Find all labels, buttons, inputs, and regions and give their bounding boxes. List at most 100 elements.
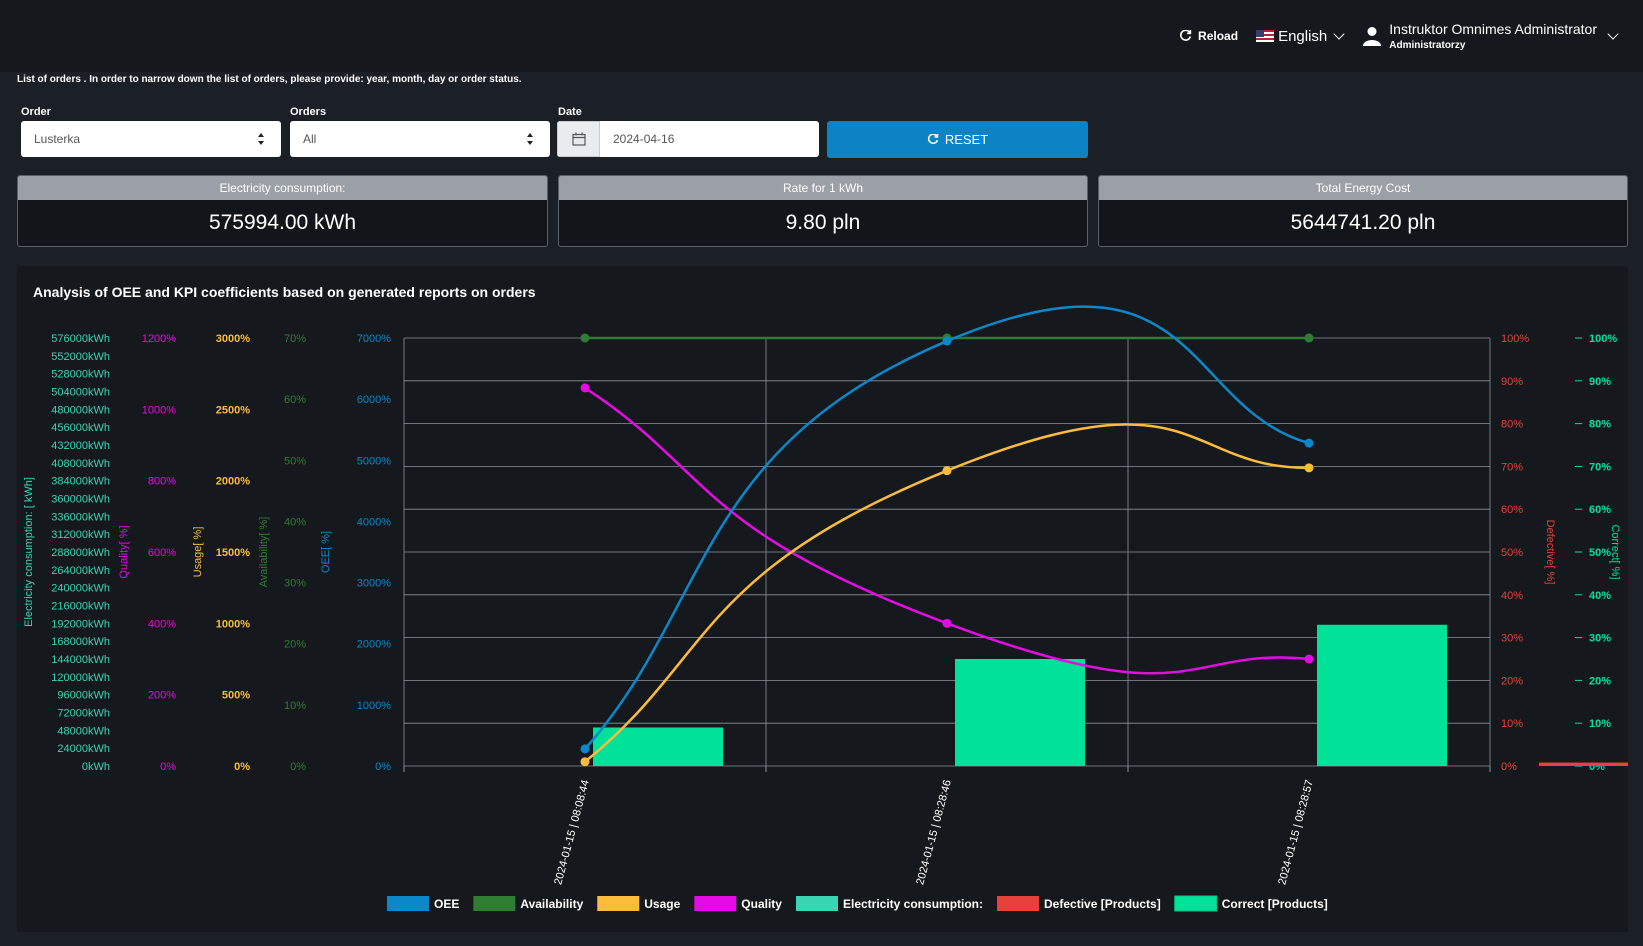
y-tick-label: 30% <box>1589 633 1611 645</box>
legend-label: Defective [Products] <box>1044 897 1161 911</box>
y-tick-label: 408000kWh <box>51 458 110 470</box>
y-tick-label: 1500% <box>216 547 250 559</box>
chevron-down-icon <box>1333 28 1345 40</box>
oee-kpi-chart: 0kWh 24000kWh 48000kWh 72000kWh 96000kWh 1200… <box>23 305 1628 912</box>
correct-bar <box>1317 624 1447 766</box>
y-tick-label: 144000kWh <box>51 654 110 666</box>
y-tick-label: 384000kWh <box>51 476 110 488</box>
y-tick-label: 528000kWh <box>51 369 110 381</box>
y-tick-label: 500% <box>222 690 250 702</box>
chart-panel: Analysis of OEE and KPI coefficients bas… <box>17 266 1628 932</box>
y-tick-label: 20% <box>1501 675 1523 687</box>
y-tick-label: 168000kWh <box>51 636 110 648</box>
y-tick-label: 5000% <box>357 455 391 467</box>
user-role: Administratorzy <box>1389 40 1466 51</box>
kpi-card-electricity: Electricity consumption: 575994.00 kWh <box>17 175 548 247</box>
y-axis-title: Quality[ %] <box>118 525 130 578</box>
orders-label: Orders <box>290 106 327 118</box>
kpi-title: Electricity consumption: <box>18 176 547 200</box>
series-line-quality <box>584 386 1310 675</box>
y-tick-label: 3000% <box>216 333 250 345</box>
y-tick-label: 40% <box>1589 590 1611 602</box>
y-tick-label: 20% <box>1589 675 1611 687</box>
legend-label: Availability <box>520 897 583 911</box>
y-tick-label: 70% <box>1501 461 1523 473</box>
y-tick-label: 70% <box>1589 461 1611 473</box>
y-tick-label: 0% <box>290 761 306 773</box>
reload-label: Reload <box>1198 29 1239 43</box>
y-tick-label: 10% <box>1589 718 1611 730</box>
y-tick-label: 0% <box>375 761 391 773</box>
y-tick-label: 264000kWh <box>51 565 110 577</box>
y-tick-label: 80% <box>1589 419 1611 431</box>
reload-button[interactable]: Reload <box>1179 29 1238 43</box>
order-select[interactable]: Lusterka <box>21 121 281 157</box>
y-tick-label: 3000% <box>357 578 391 590</box>
reset-button[interactable]: RESET <box>827 121 1088 158</box>
refresh-icon <box>927 133 939 144</box>
date-field <box>557 121 819 157</box>
refresh-icon <box>1180 29 1192 41</box>
y-tick-label: 2500% <box>216 404 250 416</box>
language-selector[interactable]: English <box>1256 28 1345 45</box>
defective-bar <box>1539 762 1628 766</box>
y-tick-label: 60% <box>284 394 306 406</box>
legend-swatch <box>597 896 640 911</box>
y-tick-label: 24000kWh <box>57 743 110 755</box>
y-tick-label: 216000kWh <box>51 601 110 613</box>
chart-title: Analysis of OEE and KPI coefficients bas… <box>33 284 536 300</box>
order-label: Order <box>21 106 51 118</box>
y-tick-label: 20% <box>284 639 306 651</box>
y-tick-label: 456000kWh <box>51 422 110 434</box>
y-tick-label: 4000% <box>357 516 391 528</box>
legend-label: Electricity consumption: <box>843 897 983 911</box>
y-tick-label: 70% <box>284 333 306 345</box>
y-tick-label: 0% <box>160 761 176 773</box>
series-point-usage <box>942 466 952 476</box>
x-tick-label: 2024-01-15 | 08:28:57 <box>1276 779 1316 886</box>
order-select-value: Lusterka <box>34 132 81 146</box>
kpi-value: 575994.00 kWh <box>208 211 357 234</box>
y-tick-label: 0% <box>234 761 250 773</box>
navbar-actions: Reload English Instruktor Omnimes Admini… <box>1179 0 1643 72</box>
y-axis-title: Usage[ %] <box>192 527 204 578</box>
kpi-value: 5644741.20 pln <box>1290 211 1436 234</box>
y-axis-title: OEE[ %] <box>320 531 332 573</box>
us-flag-icon <box>1256 30 1275 42</box>
kpi-title: Total Energy Cost <box>1099 176 1627 200</box>
y-tick-label: 2000% <box>357 639 391 651</box>
reset-label: RESET <box>944 132 989 147</box>
y-tick-label: 0kWh <box>82 761 110 773</box>
y-tick-label: 2000% <box>216 476 250 488</box>
orders-status-select[interactable]: All <box>290 121 550 157</box>
y-tick-label: 96000kWh <box>57 690 110 702</box>
series-point-oee <box>1304 438 1314 448</box>
y-tick-label: 552000kWh <box>51 351 110 363</box>
y-tick-label: 1200% <box>142 333 176 345</box>
y-tick-label: 90% <box>1589 376 1611 388</box>
y-tick-label: 50% <box>284 455 306 467</box>
y-tick-label: 800% <box>148 476 176 488</box>
y-tick-label: 10% <box>284 700 306 712</box>
kpi-title: Rate for 1 kWh <box>559 176 1087 200</box>
y-tick-label: 30% <box>1501 633 1523 645</box>
y-tick-label: 400% <box>148 618 176 630</box>
y-axis-title: Availability[ %] <box>258 517 270 588</box>
legend-label: OEE <box>434 897 459 911</box>
y-tick-label: 72000kWh <box>57 708 110 720</box>
calendar-icon[interactable] <box>557 121 600 157</box>
user-icon <box>1363 27 1382 46</box>
legend-swatch <box>997 896 1040 911</box>
date-input[interactable] <box>600 121 819 157</box>
y-tick-label: 7000% <box>357 333 391 345</box>
y-tick-label: 80% <box>1501 419 1523 431</box>
chevron-down-icon <box>1607 28 1619 40</box>
y-tick-label: 576000kWh <box>51 333 110 345</box>
y-tick-label: 6000% <box>357 394 391 406</box>
x-tick-label: 2024-01-15 | 08:28:46 <box>914 779 954 886</box>
user-menu[interactable]: Instruktor Omnimes Administrator Adminis… <box>1363 21 1619 51</box>
y-tick-label: 40% <box>284 516 306 528</box>
series-point-oee <box>580 744 590 754</box>
y-tick-label: 50% <box>1589 547 1611 559</box>
y-tick-label: 504000kWh <box>51 387 110 399</box>
